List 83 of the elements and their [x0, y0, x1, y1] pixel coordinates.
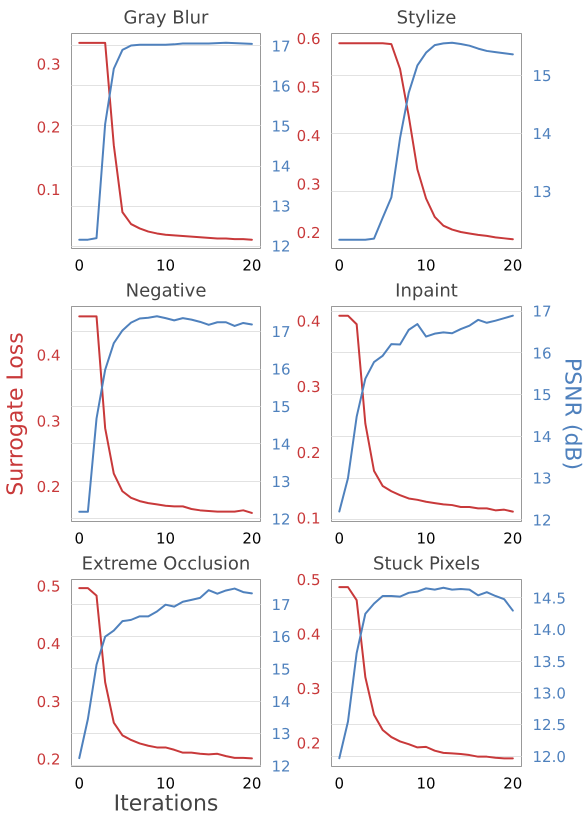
- y2-tick-label: 12: [272, 757, 291, 776]
- y-tick-label: 0.3: [296, 175, 321, 194]
- x-tick-label: 0: [74, 774, 84, 792]
- x-tick-label: 10: [156, 530, 176, 548]
- y2-tick-label: 13: [272, 725, 291, 744]
- y-tick-label: 0.2: [296, 734, 321, 753]
- y2-tick-label: 12: [532, 511, 552, 530]
- y2-axis-title: PSNR (dB): [560, 358, 585, 470]
- x-tick-label: 10: [156, 774, 176, 792]
- y2-tick-label: 15: [532, 66, 552, 85]
- y-tick-label: 0.4: [296, 626, 321, 644]
- y2-tick-label: 15: [272, 398, 291, 416]
- y-tick-label: 0.5: [296, 78, 321, 96]
- y2-tick-label: 13.0: [532, 684, 566, 702]
- y-tick-label: 0.2: [36, 478, 61, 496]
- y2-tick-label: 16: [272, 77, 291, 96]
- y-tick-label: 0.3: [36, 412, 61, 430]
- x-tick-label: 10: [416, 530, 436, 548]
- x-tick-label: 0: [334, 530, 344, 548]
- y2-tick-label: 13.5: [532, 652, 566, 671]
- y2-tick-label: 17: [272, 37, 291, 56]
- x-tick-label: 20: [503, 774, 522, 792]
- y2-tick-label: 17: [272, 596, 291, 614]
- y2-tick-label: 16: [272, 628, 291, 646]
- y-tick-label: 0.4: [296, 312, 321, 330]
- y2-tick-label: 17: [272, 323, 291, 342]
- y2-tick-label: 14: [272, 435, 291, 454]
- y-tick-label: 0.3: [296, 378, 321, 396]
- y-tick-label: 0.4: [296, 126, 321, 145]
- y-tick-label: 0.3: [296, 680, 321, 698]
- y-tick-label: 0.3: [36, 692, 61, 711]
- y2-tick-label: 12.0: [532, 748, 566, 766]
- y2-tick-label: 12.5: [532, 716, 566, 734]
- chart-title: Inpaint: [395, 280, 458, 302]
- y2-tick-label: 16: [532, 344, 552, 362]
- y2-tick-label: 15: [532, 386, 552, 404]
- y2-tick-label: 13: [532, 183, 552, 202]
- y2-tick-label: 14: [532, 428, 552, 446]
- y-tick-label: 0.5: [296, 571, 321, 589]
- y-tick-label: 0.3: [36, 56, 61, 74]
- chart-title: Extreme Occlusion: [82, 554, 250, 574]
- y-tick-label: 0.1: [36, 181, 61, 200]
- x-axis-title: Iterations: [114, 792, 218, 816]
- x-tick-label: 20: [242, 530, 262, 548]
- x-tick-label: 0: [334, 256, 344, 274]
- chart-title: Stuck Pixels: [373, 554, 480, 574]
- y-tick-label: 0.5: [36, 577, 61, 596]
- y2-tick-label: 13: [272, 198, 291, 216]
- y-tick-label: 0.4: [36, 635, 61, 654]
- x-tick-label: 0: [334, 774, 344, 792]
- y-axis-title: Surrogate Loss: [4, 332, 29, 496]
- y-tick-label: 0.4: [36, 346, 61, 365]
- y2-tick-label: 13: [272, 472, 291, 491]
- x-tick-label: 20: [503, 256, 522, 274]
- y-tick-label: 0.6: [296, 30, 321, 48]
- x-tick-label: 10: [416, 774, 436, 792]
- y2-tick-label: 14: [272, 158, 291, 176]
- y-tick-label: 0.2: [296, 444, 321, 462]
- chart-title: Gray Blur: [124, 8, 210, 28]
- x-tick-label: 10: [156, 256, 176, 274]
- x-tick-label: 0: [74, 530, 84, 548]
- y2-tick-label: 14: [532, 124, 552, 143]
- y2-tick-label: 14.5: [532, 589, 566, 608]
- y2-tick-label: 15: [272, 117, 291, 136]
- x-tick-label: 10: [416, 256, 436, 274]
- y2-tick-label: 14.0: [532, 621, 566, 640]
- y2-tick-label: 13: [532, 470, 552, 488]
- y2-tick-label: 15: [272, 660, 291, 678]
- y2-tick-label: 14: [272, 692, 291, 711]
- x-tick-label: 20: [242, 256, 262, 274]
- chart-title: Negative: [126, 280, 206, 302]
- x-tick-label: 20: [503, 530, 522, 548]
- y2-tick-label: 12: [272, 238, 291, 256]
- y-tick-label: 0.2: [36, 118, 61, 136]
- y2-tick-label: 12: [272, 510, 291, 528]
- y-tick-label: 0.1: [296, 510, 321, 528]
- y2-tick-label: 16: [272, 360, 291, 379]
- x-tick-label: 0: [74, 256, 84, 274]
- chart-title: Stylize: [396, 8, 456, 28]
- y2-tick-label: 17: [532, 302, 552, 321]
- y-tick-label: 0.2: [296, 224, 321, 242]
- x-tick-label: 20: [242, 774, 262, 792]
- y-tick-label: 0.2: [36, 750, 61, 768]
